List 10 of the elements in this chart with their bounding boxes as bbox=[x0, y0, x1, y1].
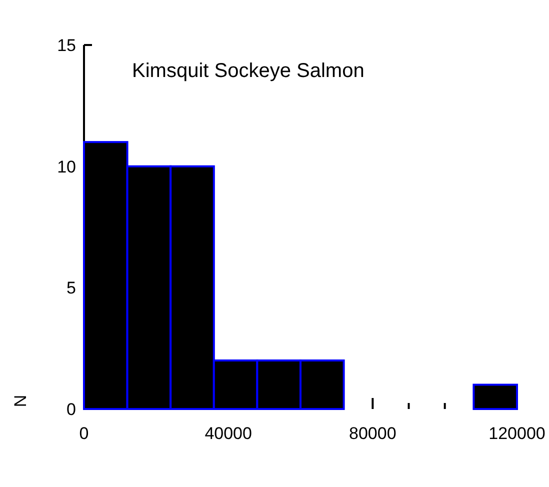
y-tick-label: 10 bbox=[57, 157, 76, 176]
x-tick-label: 0 bbox=[79, 424, 89, 443]
x-tick-label: 80000 bbox=[349, 424, 396, 443]
text: Kimsquit Sockeye Salmon bbox=[132, 60, 364, 82]
x-tick-label: 120000 bbox=[488, 424, 546, 443]
y-tick-label: 0 bbox=[66, 400, 76, 419]
y-tick-label: 15 bbox=[57, 36, 76, 55]
x-tick-label: 40000 bbox=[204, 424, 252, 443]
y-tick-label: 5 bbox=[66, 278, 76, 298]
y-axis-title: N bbox=[11, 394, 30, 408]
